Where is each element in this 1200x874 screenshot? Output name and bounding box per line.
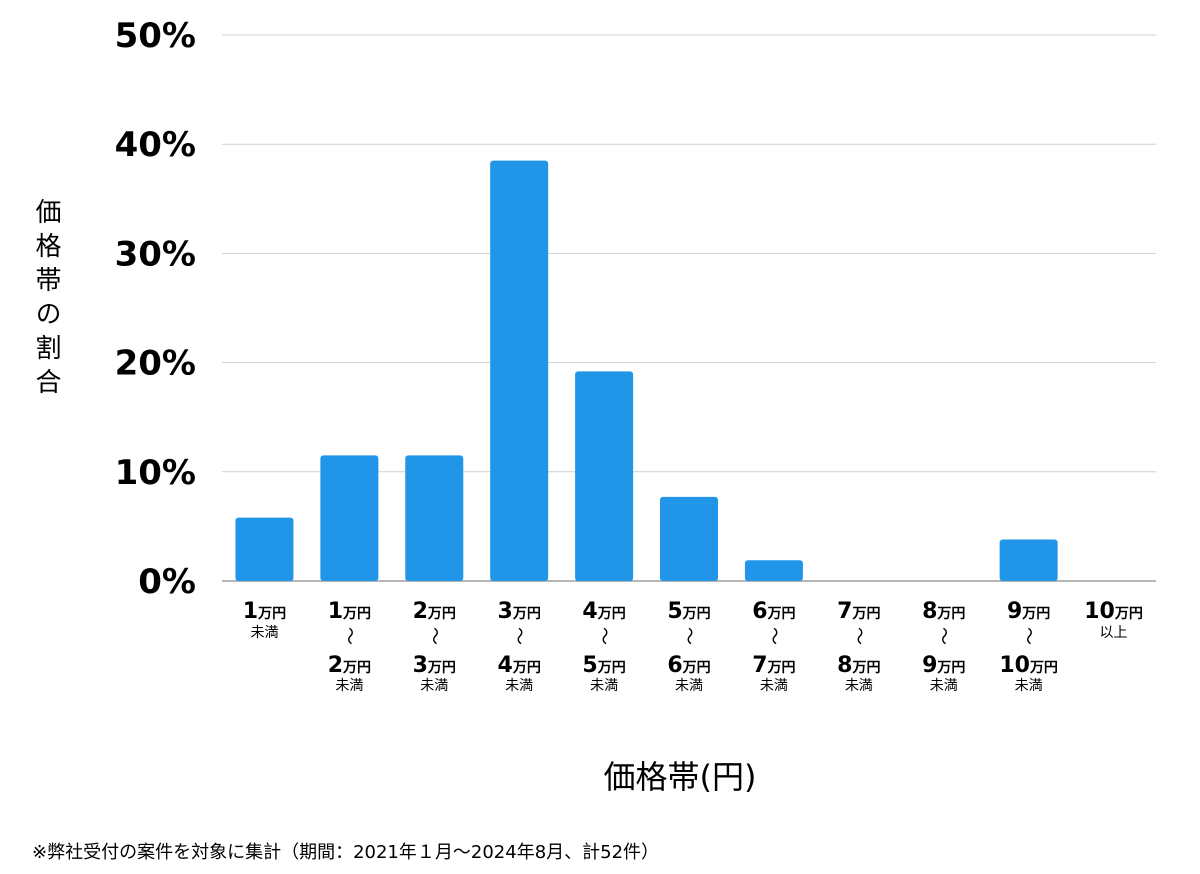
category-range-connector: 〜 [933, 627, 954, 645]
y-axis-label: 価格帯の割合 [31, 198, 61, 402]
y-tick-label: 30% [115, 234, 196, 274]
category-range-connector: 〜 [593, 627, 614, 645]
category-to: 2万円 [328, 653, 371, 678]
category-note: 未満 [335, 678, 363, 694]
category-note: 以上 [1100, 625, 1128, 641]
category-to: 6万円 [667, 653, 710, 678]
bar [320, 455, 379, 581]
category-note: 未満 [760, 678, 788, 694]
category-to: 9万円 [922, 653, 965, 678]
category-range-connector: 〜 [848, 627, 869, 645]
x-axis-label: 価格帯(円) [603, 758, 757, 796]
bar [660, 496, 718, 581]
category-from: 4万円 [582, 599, 625, 624]
bar [744, 560, 803, 581]
y-tick-label: 40% [115, 125, 196, 165]
category-note: 未満 [250, 625, 278, 641]
category-to: 5万円 [582, 653, 625, 678]
category-from: 5万円 [667, 599, 710, 624]
category-to: 3万円 [413, 653, 456, 678]
category-from: 9万円 [1007, 599, 1050, 624]
category-range-connector: 〜 [678, 627, 699, 645]
bar [490, 160, 549, 581]
bar [235, 517, 294, 581]
y-tick-label: 0% [138, 562, 196, 602]
y-tick-label: 20% [115, 344, 196, 384]
x-axis-categories: 1万円未満1万円〜2万円未満2万円〜3万円未満3万円〜4万円未満4万円〜5万円未… [243, 599, 1143, 694]
category-note: 未満 [930, 678, 958, 694]
category-note: 未満 [845, 678, 873, 694]
category-from: 2万円 [413, 599, 456, 624]
bar [405, 455, 464, 581]
category-note: 未満 [505, 678, 533, 694]
category-range-connector: 〜 [338, 627, 359, 645]
category-range-connector: 〜 [508, 627, 529, 645]
category-from: 10万円 [1084, 599, 1143, 624]
bar [999, 539, 1058, 581]
category-from: 1万円 [328, 599, 371, 624]
category-from: 3万円 [498, 599, 541, 624]
category-note: 未満 [1015, 678, 1043, 694]
bar [575, 371, 634, 581]
category-from: 1万円 [243, 599, 286, 624]
category-note: 未満 [675, 678, 703, 694]
y-axis-ticks: 0% 10% 20% 30% 40% 50% [115, 16, 196, 602]
y-tick-label: 10% [115, 453, 196, 493]
category-to: 7万円 [752, 653, 795, 678]
category-note: 未満 [420, 678, 448, 694]
category-to: 8万円 [837, 653, 880, 678]
category-range-connector: 〜 [423, 627, 444, 645]
category-range-connector: 〜 [763, 627, 784, 645]
category-note: 未満 [590, 678, 618, 694]
category-from: 7万円 [837, 599, 880, 624]
category-to: 10万円 [999, 653, 1058, 678]
bars [235, 160, 1058, 581]
category-to: 4万円 [498, 653, 541, 678]
category-from: 6万円 [752, 599, 795, 624]
y-tick-label: 50% [115, 16, 196, 56]
category-from: 8万円 [922, 599, 965, 624]
footnote: ※弊社受付の案件を対象に集計（期間：2021年１月〜2024年8月、計52件） [32, 842, 660, 863]
category-range-connector: 〜 [1018, 627, 1039, 645]
